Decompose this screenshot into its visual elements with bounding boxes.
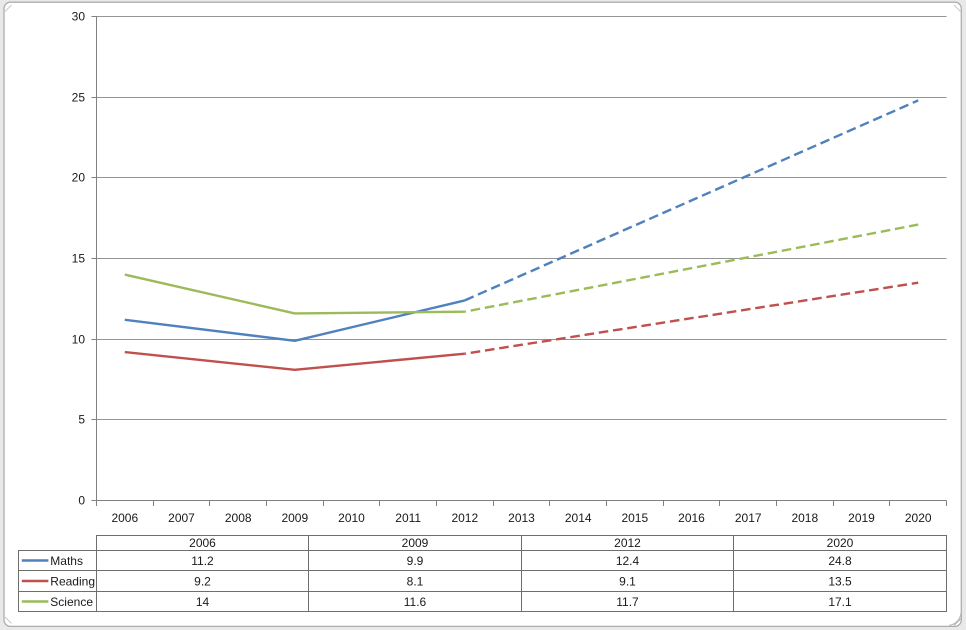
svg-text:2010: 2010 bbox=[338, 511, 365, 525]
svg-text:14: 14 bbox=[196, 595, 210, 609]
svg-text:25: 25 bbox=[72, 91, 86, 105]
svg-text:30: 30 bbox=[72, 10, 86, 24]
svg-text:17.1: 17.1 bbox=[828, 595, 852, 609]
svg-text:2016: 2016 bbox=[678, 511, 705, 525]
svg-text:12.4: 12.4 bbox=[616, 554, 640, 568]
svg-text:13.5: 13.5 bbox=[828, 574, 852, 588]
svg-text:2020: 2020 bbox=[905, 511, 932, 525]
svg-text:20: 20 bbox=[72, 171, 86, 185]
svg-text:8.1: 8.1 bbox=[407, 574, 424, 588]
svg-text:11.2: 11.2 bbox=[191, 554, 214, 568]
svg-text:2006: 2006 bbox=[111, 511, 138, 525]
svg-text:9.1: 9.1 bbox=[619, 574, 636, 588]
svg-text:15: 15 bbox=[72, 252, 86, 266]
svg-text:2009: 2009 bbox=[402, 536, 429, 550]
svg-text:2011: 2011 bbox=[395, 511, 421, 525]
svg-text:2012: 2012 bbox=[451, 511, 478, 525]
svg-text:2018: 2018 bbox=[791, 511, 818, 525]
svg-text:2015: 2015 bbox=[621, 511, 648, 525]
svg-text:2006: 2006 bbox=[189, 536, 216, 550]
svg-text:10: 10 bbox=[72, 333, 86, 347]
svg-text:0: 0 bbox=[78, 494, 85, 508]
svg-text:24.8: 24.8 bbox=[828, 554, 852, 568]
svg-text:2012: 2012 bbox=[614, 536, 641, 550]
svg-text:9.2: 9.2 bbox=[194, 574, 211, 588]
svg-text:2019: 2019 bbox=[848, 511, 875, 525]
svg-text:2007: 2007 bbox=[168, 511, 195, 525]
svg-text:5: 5 bbox=[78, 413, 85, 427]
svg-text:2013: 2013 bbox=[508, 511, 535, 525]
svg-text:2017: 2017 bbox=[735, 511, 762, 525]
svg-text:9.9: 9.9 bbox=[407, 554, 424, 568]
svg-text:Science: Science bbox=[50, 595, 93, 609]
svg-text:Maths: Maths bbox=[50, 554, 83, 568]
svg-text:Reading: Reading bbox=[50, 574, 95, 588]
svg-text:11.7: 11.7 bbox=[616, 595, 639, 609]
svg-text:2008: 2008 bbox=[225, 511, 252, 525]
svg-text:2020: 2020 bbox=[827, 536, 854, 550]
svg-text:2014: 2014 bbox=[565, 511, 592, 525]
svg-text:11.6: 11.6 bbox=[404, 595, 427, 609]
svg-text:2009: 2009 bbox=[281, 511, 308, 525]
